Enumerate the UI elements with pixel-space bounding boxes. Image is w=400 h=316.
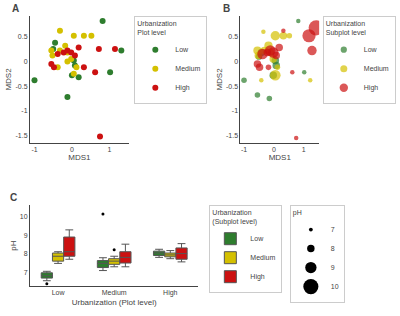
svg-text:pH: pH — [293, 209, 302, 217]
svg-text:C: C — [10, 192, 17, 203]
svg-text:8: 8 — [331, 245, 335, 252]
svg-text:Low: Low — [175, 46, 189, 53]
svg-text:0: 0 — [24, 58, 28, 65]
svg-text:High: High — [175, 84, 190, 92]
svg-text:9: 9 — [24, 232, 28, 239]
svg-text:0: 0 — [70, 146, 74, 153]
svg-text:-1: -1 — [241, 146, 247, 153]
svg-text:High: High — [163, 289, 178, 297]
svg-text:Urbanization(Subplot level): Urbanization(Subplot level) — [212, 209, 257, 226]
svg-text:0.5: 0.5 — [18, 33, 28, 40]
svg-text:10: 10 — [20, 213, 28, 220]
svg-text:A: A — [12, 3, 19, 14]
svg-text:10: 10 — [331, 283, 339, 290]
svg-text:Low: Low — [52, 289, 66, 296]
svg-text:Low: Low — [364, 46, 378, 53]
svg-text:High: High — [250, 273, 265, 281]
svg-text:1: 1 — [302, 146, 306, 153]
svg-text:Medium: Medium — [250, 254, 275, 261]
svg-text:MDS2: MDS2 — [215, 68, 224, 91]
svg-text:0: 0 — [234, 58, 238, 65]
svg-text:7: 7 — [24, 269, 28, 276]
svg-text:Medium: Medium — [102, 289, 127, 296]
svg-text:-1.5: -1.5 — [16, 132, 28, 139]
svg-text:Medium: Medium — [364, 65, 389, 72]
svg-text:-0.5: -0.5 — [16, 83, 28, 90]
svg-text:1: 1 — [107, 146, 111, 153]
svg-text:B: B — [223, 3, 230, 14]
svg-text:-1.5: -1.5 — [226, 132, 238, 139]
svg-text:-0.5: -0.5 — [226, 83, 238, 90]
svg-text:-1: -1 — [21, 107, 27, 114]
svg-text:UrbanizationPlot level: UrbanizationPlot level — [137, 20, 176, 36]
svg-text:Urbanization (Plot level): Urbanization (Plot level) — [72, 298, 157, 307]
svg-text:MDS1: MDS1 — [269, 153, 292, 162]
svg-text:Medium: Medium — [175, 65, 200, 72]
svg-text:Low: Low — [250, 235, 264, 242]
svg-text:MDS1: MDS1 — [68, 153, 91, 162]
svg-text:0.5: 0.5 — [228, 33, 238, 40]
svg-text:-1: -1 — [232, 107, 238, 114]
svg-text:pH: pH — [9, 240, 18, 250]
svg-text:UrbanizationSubplot level: UrbanizationSubplot level — [326, 20, 367, 37]
svg-text:High: High — [364, 84, 379, 92]
svg-text:0: 0 — [272, 146, 276, 153]
svg-text:-1: -1 — [31, 146, 37, 153]
svg-text:MDS2: MDS2 — [4, 68, 13, 91]
svg-text:7: 7 — [331, 226, 335, 233]
svg-text:9: 9 — [331, 264, 335, 271]
svg-text:8: 8 — [24, 250, 28, 257]
